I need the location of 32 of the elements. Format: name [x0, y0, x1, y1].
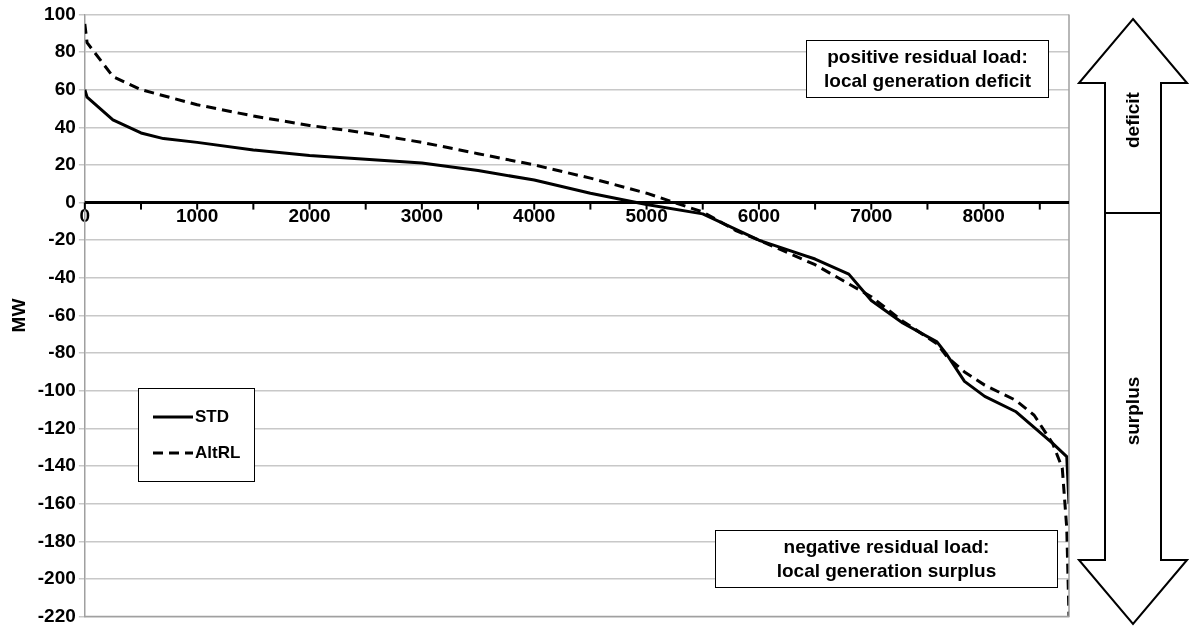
x-tick-label: 5000 — [625, 205, 668, 227]
label-box: positive residual load: local generation deficit — [806, 40, 1049, 98]
y-tick-label: 60 — [54, 77, 76, 99]
y-axis-title: MW — [7, 298, 29, 333]
legend-label: AltRL — [195, 443, 241, 463]
x-tick-label: 8000 — [962, 205, 1005, 227]
y-tick-label: -100 — [37, 379, 76, 401]
x-tick-label: 2000 — [288, 205, 331, 227]
y-tick-label: -220 — [37, 604, 76, 626]
y-tick-label: -120 — [37, 416, 76, 438]
label-box: negative residual load: local generation surplus — [715, 530, 1058, 588]
y-tick-label: -180 — [37, 529, 76, 551]
y-tick-label: 40 — [54, 115, 76, 137]
x-tick-label: 6000 — [737, 205, 781, 227]
x-tick-label: 4000 — [513, 205, 556, 227]
y-tick-label: -200 — [37, 567, 76, 589]
y-tick-label: 80 — [54, 40, 76, 62]
y-tick-label: -80 — [48, 341, 76, 363]
y-tick-label: -140 — [37, 454, 76, 476]
x-tick-label: 7000 — [850, 205, 893, 227]
text: deficit — [1122, 92, 1144, 148]
y-tick-label: 20 — [54, 153, 76, 175]
y-tick-label: 0 — [65, 190, 76, 212]
y-tick-label: -60 — [48, 303, 76, 325]
y-tick-label: -20 — [48, 228, 76, 250]
text: surplus — [1122, 375, 1144, 448]
y-tick-label: -160 — [37, 491, 76, 513]
x-tick-label: 3000 — [400, 205, 444, 227]
y-tick-label: -40 — [48, 266, 76, 288]
y-tick-label: 100 — [44, 2, 76, 24]
x-tick-label: 1000 — [176, 205, 219, 227]
legend-label: STD — [195, 407, 229, 427]
